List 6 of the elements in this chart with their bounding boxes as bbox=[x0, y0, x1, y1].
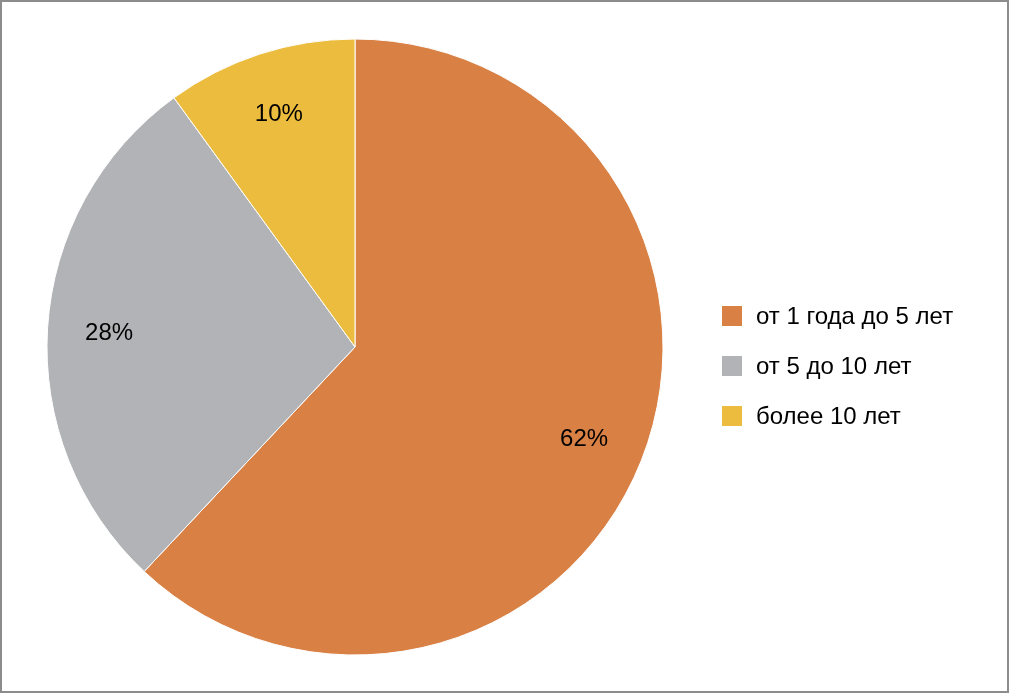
legend-label: более 10 лет bbox=[756, 402, 901, 430]
legend-label: от 5 до 10 лет bbox=[756, 352, 912, 380]
data-label: 62% bbox=[560, 424, 609, 452]
data-label: 10% bbox=[254, 99, 303, 127]
data-label: 28% bbox=[85, 317, 134, 345]
legend-label: от 1 года до 5 лет bbox=[756, 302, 954, 330]
